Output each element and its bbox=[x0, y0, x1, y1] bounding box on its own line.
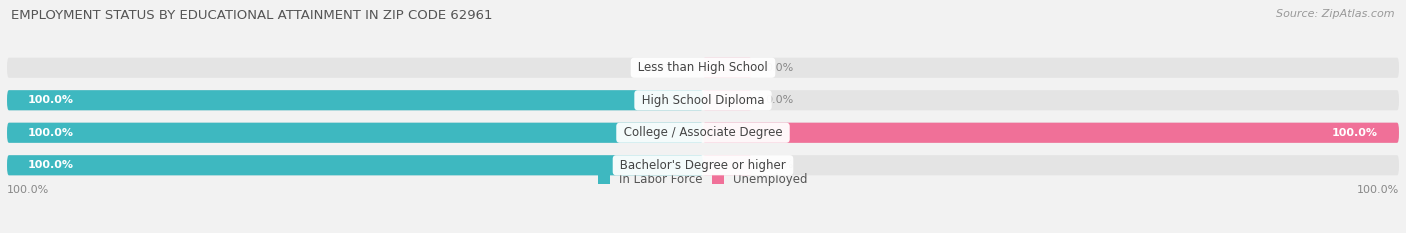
Text: College / Associate Degree: College / Associate Degree bbox=[620, 126, 786, 139]
FancyBboxPatch shape bbox=[7, 123, 703, 143]
Text: 100.0%: 100.0% bbox=[1331, 128, 1378, 138]
Legend: In Labor Force, Unemployed: In Labor Force, Unemployed bbox=[598, 173, 808, 186]
FancyBboxPatch shape bbox=[7, 90, 1399, 110]
FancyBboxPatch shape bbox=[703, 90, 752, 110]
FancyBboxPatch shape bbox=[7, 155, 1399, 175]
Text: EMPLOYMENT STATUS BY EDUCATIONAL ATTAINMENT IN ZIP CODE 62961: EMPLOYMENT STATUS BY EDUCATIONAL ATTAINM… bbox=[11, 9, 492, 22]
Text: High School Diploma: High School Diploma bbox=[638, 94, 768, 107]
FancyBboxPatch shape bbox=[7, 155, 703, 175]
Text: Less than High School: Less than High School bbox=[634, 61, 772, 74]
Text: 100.0%: 100.0% bbox=[28, 160, 75, 170]
Text: 100.0%: 100.0% bbox=[1357, 185, 1399, 195]
FancyBboxPatch shape bbox=[703, 123, 1399, 143]
Text: Bachelor's Degree or higher: Bachelor's Degree or higher bbox=[616, 159, 790, 172]
FancyBboxPatch shape bbox=[703, 58, 752, 78]
FancyBboxPatch shape bbox=[7, 58, 1399, 78]
FancyBboxPatch shape bbox=[7, 90, 703, 110]
Text: 100.0%: 100.0% bbox=[28, 95, 75, 105]
Text: 0.0%: 0.0% bbox=[766, 95, 794, 105]
FancyBboxPatch shape bbox=[703, 155, 752, 175]
Text: 0.0%: 0.0% bbox=[647, 63, 675, 73]
Text: 100.0%: 100.0% bbox=[7, 185, 49, 195]
Text: 0.0%: 0.0% bbox=[766, 160, 794, 170]
Text: 100.0%: 100.0% bbox=[28, 128, 75, 138]
FancyBboxPatch shape bbox=[7, 123, 1399, 143]
Text: 0.0%: 0.0% bbox=[766, 63, 794, 73]
Text: Source: ZipAtlas.com: Source: ZipAtlas.com bbox=[1277, 9, 1395, 19]
